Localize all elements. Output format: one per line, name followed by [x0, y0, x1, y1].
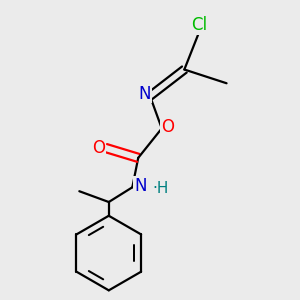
Text: Cl: Cl — [191, 16, 207, 34]
Text: O: O — [92, 139, 105, 157]
Text: N: N — [138, 85, 151, 103]
Text: N: N — [134, 177, 147, 195]
Text: ·H: ·H — [152, 181, 169, 196]
Text: O: O — [161, 118, 174, 136]
